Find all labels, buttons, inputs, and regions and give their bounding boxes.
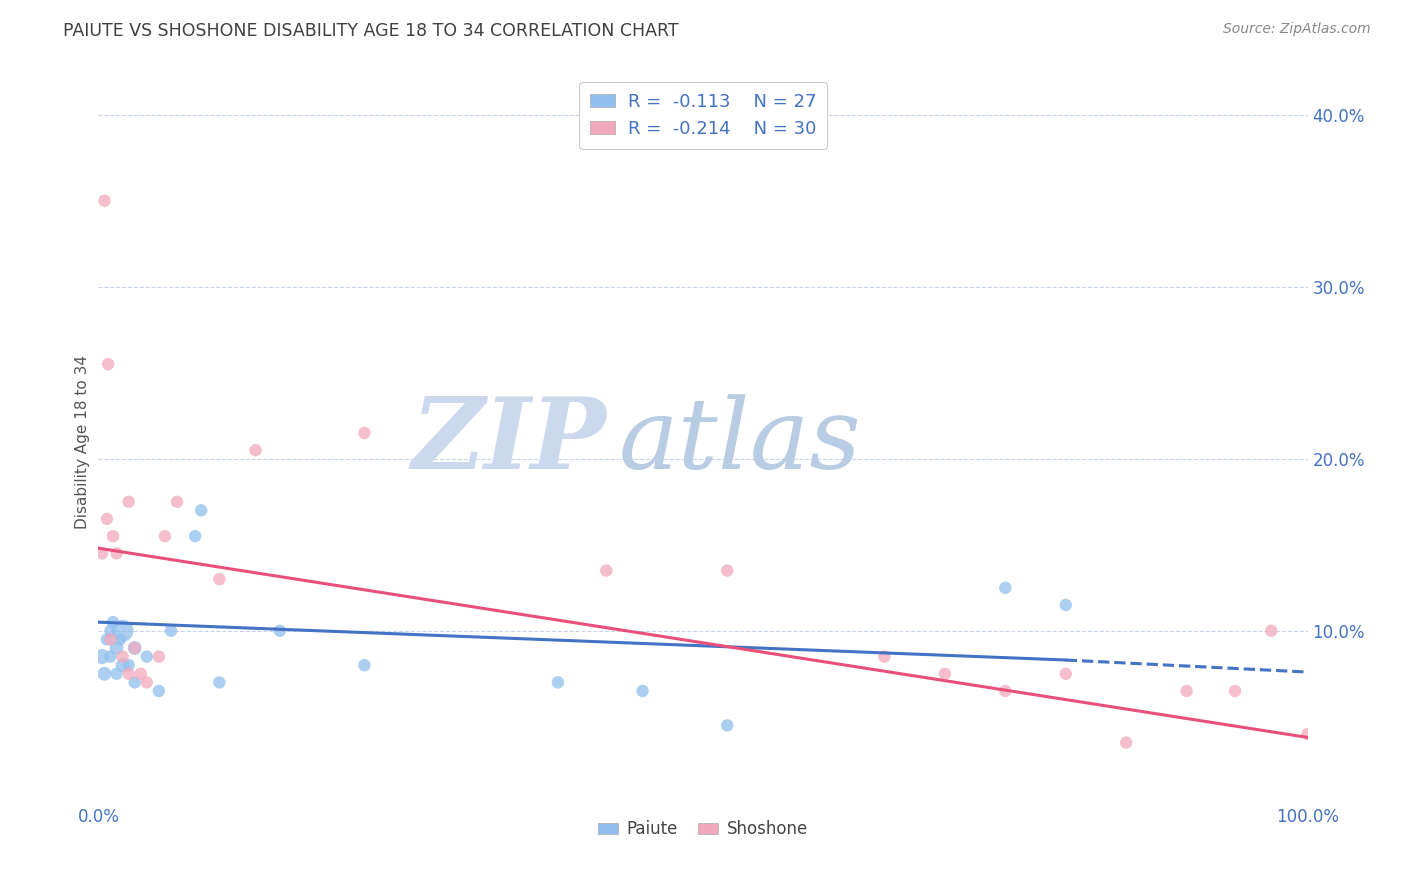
Point [269, 624, 291, 638]
Point [353, 658, 375, 673]
Point [97, 357, 120, 371]
Point [208, 572, 231, 586]
Point [105, 666, 128, 681]
Point [111, 649, 134, 664]
Point [96, 632, 118, 647]
Point [105, 546, 128, 560]
Point [148, 684, 170, 698]
Point [111, 658, 134, 673]
Point [153, 529, 176, 543]
Point [101, 529, 124, 543]
Text: PAIUTE VS SHOSHONE DISABILITY AGE 18 TO 34 CORRELATION CHART: PAIUTE VS SHOSHONE DISABILITY AGE 18 TO … [63, 22, 679, 40]
Point [118, 666, 141, 681]
Point [994, 581, 1017, 595]
Point [1054, 598, 1077, 612]
Point [1054, 666, 1077, 681]
Y-axis label: Disability Age 18 to 34: Disability Age 18 to 34 [75, 354, 90, 529]
Point [1175, 684, 1198, 698]
Point [1115, 735, 1137, 749]
Point [91, 546, 114, 560]
Point [184, 529, 207, 543]
Point [118, 658, 141, 673]
Point [100, 632, 122, 647]
Point [124, 675, 146, 690]
Point [93, 194, 115, 208]
Point [166, 494, 188, 508]
Point [91, 649, 114, 664]
Point [100, 624, 122, 638]
Point [934, 666, 956, 681]
Point [631, 684, 654, 698]
Point [208, 675, 231, 690]
Point [547, 675, 569, 690]
Point [111, 624, 134, 638]
Text: ZIP: ZIP [412, 393, 606, 490]
Point [124, 640, 146, 655]
Point [190, 503, 212, 517]
Point [105, 640, 128, 655]
Point [245, 443, 267, 458]
Point [118, 494, 141, 508]
Point [96, 512, 118, 526]
Point [1260, 624, 1282, 638]
Point [994, 684, 1017, 698]
Point [353, 425, 375, 440]
Point [1296, 727, 1319, 741]
Text: Source: ZipAtlas.com: Source: ZipAtlas.com [1223, 22, 1371, 37]
Point [135, 649, 157, 664]
Point [1223, 684, 1246, 698]
Point [135, 675, 157, 690]
Point [148, 649, 170, 664]
Point [873, 649, 896, 664]
Point [108, 632, 131, 647]
Point [160, 624, 183, 638]
Point [100, 649, 122, 664]
Text: atlas: atlas [619, 394, 860, 489]
Point [101, 615, 124, 630]
Legend: Paiute, Shoshone: Paiute, Shoshone [592, 814, 814, 845]
Point [129, 666, 152, 681]
Point [716, 564, 738, 578]
Point [93, 666, 115, 681]
Point [716, 718, 738, 732]
Point [124, 640, 146, 655]
Point [595, 564, 617, 578]
